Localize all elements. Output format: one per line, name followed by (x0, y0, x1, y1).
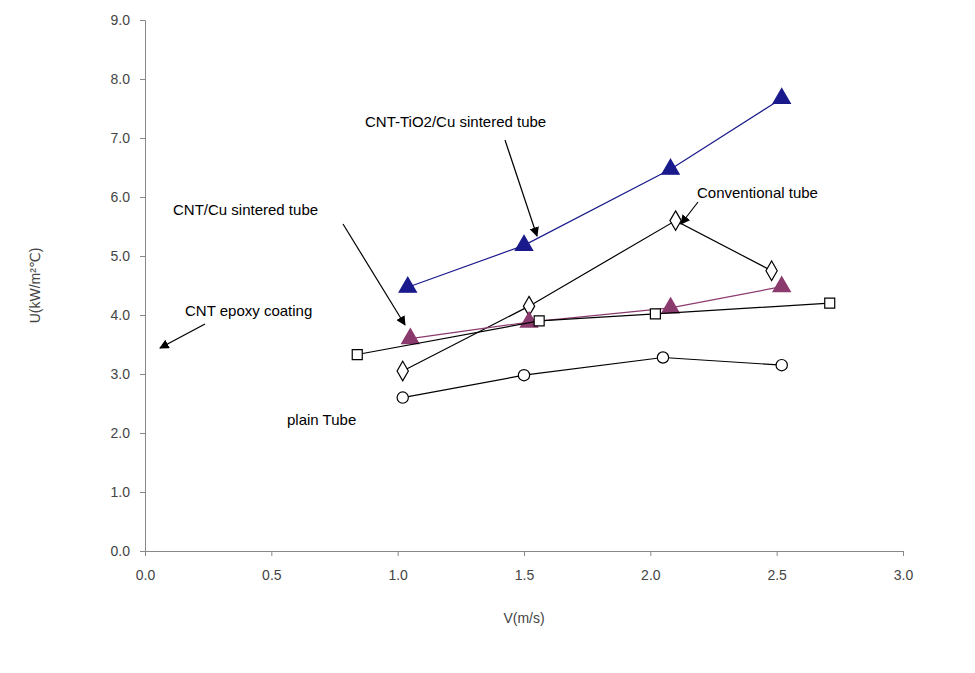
y-axis: 0.0 1.0 2.0 3.0 4.0 5.0 6.0 7.0 8.0 9.0 (111, 12, 146, 559)
annotation-arrow (343, 224, 405, 325)
y-tick-label: 3.0 (111, 366, 131, 382)
y-tick-label: 5.0 (111, 248, 131, 264)
y-tick-mark (140, 20, 145, 21)
y-tick-label: 8.0 (111, 71, 131, 87)
series-point (766, 261, 777, 281)
series-point (515, 235, 532, 250)
series-label: CNT-TiO2/Cu sintered tube (365, 113, 546, 130)
series-point (534, 316, 544, 326)
x-tick-label: 2.0 (641, 567, 661, 583)
y-tick: 5.0 (111, 248, 145, 264)
x-tick-mark (271, 551, 272, 556)
series-point (773, 88, 790, 103)
y-tick-mark (140, 197, 145, 198)
x-tick: 1.5 (515, 551, 535, 583)
y-tick-label: 7.0 (111, 130, 131, 146)
x-tick-mark (903, 551, 904, 556)
series-point (657, 352, 668, 363)
x-tick-label: 0.5 (262, 567, 282, 583)
y-tick-mark (140, 315, 145, 316)
chart: 0.0 0.5 1.0 1.5 2.0 2.5 3.0 0.0 1.0 2.0 3.0 4.0 5.0 6… (0, 0, 975, 673)
series-layer (352, 88, 834, 403)
series-point (402, 329, 419, 344)
y-tick: 3.0 (111, 366, 145, 382)
x-tick-label: 1.0 (388, 567, 408, 583)
series-point (518, 370, 529, 381)
series-point (773, 277, 790, 292)
y-tick: 6.0 (111, 189, 145, 205)
x-tick-mark (650, 551, 651, 556)
y-tick: 9.0 (111, 12, 145, 28)
y-tick-label: 0.0 (111, 543, 131, 559)
y-tick-mark (140, 256, 145, 257)
x-tick-mark (524, 551, 525, 556)
y-tick-mark (140, 433, 145, 434)
series-label: plain Tube (287, 411, 356, 428)
annotation-arrow (505, 140, 537, 236)
series-label: CNT epoxy coating (185, 302, 312, 319)
x-tick: 0.5 (262, 551, 282, 583)
x-tick: 2.0 (641, 551, 661, 583)
annotation-arrow (681, 202, 698, 224)
y-tick-label: 4.0 (111, 307, 131, 323)
y-tick: 1.0 (111, 484, 145, 500)
series-point (825, 298, 835, 308)
series-line (403, 357, 782, 397)
y-tick: 0.0 (111, 543, 145, 559)
y-tick-mark (140, 79, 145, 80)
x-tick-mark (398, 551, 399, 556)
series-point (397, 392, 408, 403)
y-tick: 8.0 (111, 71, 145, 87)
x-tick-label: 0.0 (136, 567, 156, 583)
x-tick: 3.0 (894, 551, 914, 583)
y-tick: 2.0 (111, 425, 145, 441)
x-tick-label: 3.0 (894, 567, 914, 583)
series-label: Conventional tube (697, 184, 818, 201)
series-point (397, 361, 408, 381)
x-axis-line (146, 552, 904, 557)
y-tick-label: 9.0 (111, 12, 131, 28)
y-tick: 4.0 (111, 307, 145, 323)
annotation-arrow (160, 324, 205, 348)
series-point (662, 159, 679, 174)
x-tick-label: 1.5 (515, 567, 535, 583)
series-point (399, 277, 416, 292)
y-tick-mark (140, 374, 145, 375)
series-point (670, 211, 681, 231)
x-tick-mark (777, 551, 778, 556)
y-tick-mark (140, 551, 145, 552)
series-point (776, 360, 787, 371)
series-label: CNT/Cu sintered tube (173, 201, 318, 218)
series-line (357, 303, 829, 354)
y-tick-mark (140, 492, 145, 493)
y-tick: 7.0 (111, 130, 145, 146)
y-tick-label: 2.0 (111, 425, 131, 441)
x-tick: 0.0 (136, 551, 156, 583)
y-tick-label: 1.0 (111, 484, 131, 500)
x-tick-label: 2.5 (767, 567, 787, 583)
y-tick-mark (140, 138, 145, 139)
series-line (403, 221, 772, 371)
series-point (650, 309, 660, 319)
x-axis: 0.0 0.5 1.0 1.5 2.0 2.5 3.0 (136, 551, 914, 583)
plot-area: 0.0 0.5 1.0 1.5 2.0 2.5 3.0 0.0 1.0 2.0 3.0 4.0 5.0 6… (111, 12, 914, 583)
x-axis-title: V(m/s) (503, 610, 544, 626)
series-point (662, 298, 679, 313)
x-tick: 1.0 (388, 551, 408, 583)
x-tick: 2.5 (767, 551, 787, 583)
y-axis-title: U(kW/m²℃) (27, 248, 43, 324)
series-point (352, 350, 362, 360)
y-tick-label: 6.0 (111, 189, 131, 205)
y-axis-line (140, 21, 146, 552)
series-line (410, 287, 781, 339)
